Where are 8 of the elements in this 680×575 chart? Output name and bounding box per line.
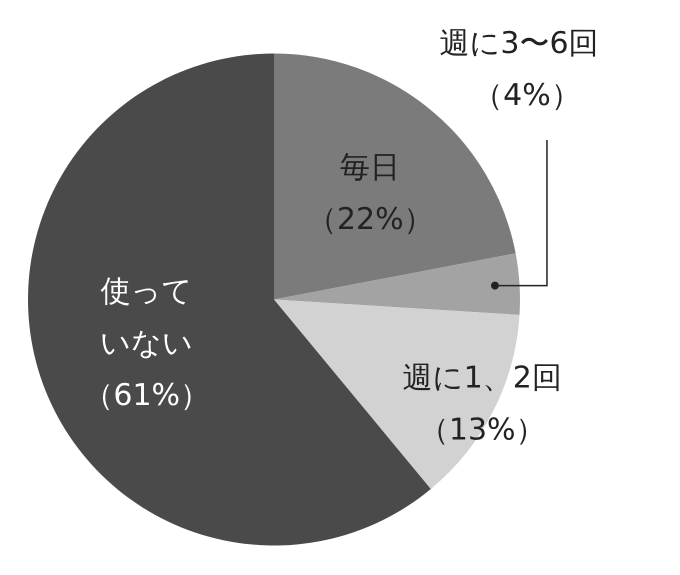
data-label: （61%）	[83, 378, 210, 414]
data-label: （4%）	[473, 78, 581, 113]
data-label: （22%）	[306, 202, 434, 238]
slice-label: 毎日	[340, 150, 400, 186]
data-label: （13%）	[418, 412, 546, 448]
slice-label: 週に1、2回	[402, 360, 562, 396]
slice-label: 使っていない	[100, 274, 194, 362]
slice-label: 週に3〜6回	[439, 26, 599, 61]
